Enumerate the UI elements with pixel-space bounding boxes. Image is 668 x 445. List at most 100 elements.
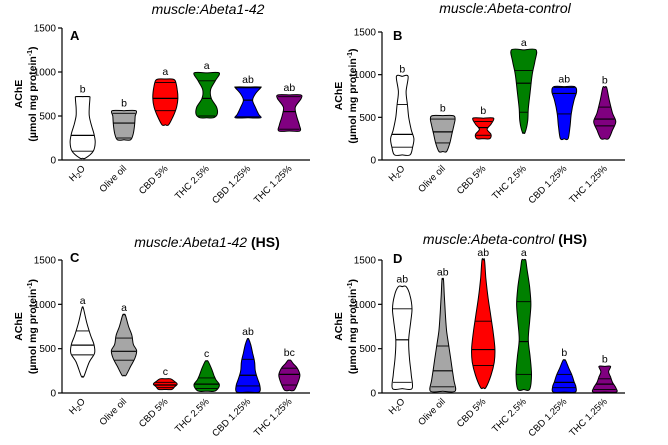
y-tick-label: 1000	[34, 68, 57, 79]
violin-shape	[278, 359, 301, 392]
violin-shape	[69, 306, 96, 378]
y-axis-units: (µmol mg protein-1)	[27, 46, 39, 141]
y-tick-label: 500	[39, 344, 56, 355]
x-tick-label-text: CBD 5%	[455, 163, 489, 197]
significance-letter: ab	[283, 82, 295, 94]
x-tick-label: CBD 1.25%	[210, 163, 253, 206]
y-tick-label: 0	[370, 156, 376, 167]
x-tick-label: Olive oil	[416, 163, 448, 195]
panel-A: muscle:Abeta1-42 A 0 500 1000 1500 AChE (µmol m…	[13, 1, 310, 206]
panel-D: muscle:Abeta-control (HS) D 0 500 1000 1500 AC…	[333, 231, 625, 439]
y-axis-units-sup: -1	[27, 50, 34, 56]
x-tick-label-sub: 2	[76, 172, 84, 180]
x-tick-label: CBD 5%	[455, 396, 489, 430]
violin-shape	[152, 78, 179, 126]
violin-group: c	[193, 348, 220, 392]
x-tick-label: CBD 5%	[137, 396, 171, 430]
y-axis-units: (µmol mg protein-1)	[347, 48, 359, 143]
violin-group: b	[110, 98, 138, 141]
significance-letter: b	[561, 347, 567, 359]
x-tick-label-sub: 2	[76, 405, 84, 413]
panel-title: muscle:Abeta1-42	[152, 1, 265, 17]
violin-shape	[391, 285, 414, 391]
violin-group: a	[110, 302, 138, 377]
y-axis-units-close: )	[27, 46, 39, 50]
significance-letter: ab	[558, 74, 570, 86]
violin-shape	[515, 258, 533, 392]
violin-group: b	[390, 63, 415, 156]
y-tick-label: 0	[50, 389, 56, 400]
x-tick-label-text: Olive oil	[416, 163, 448, 195]
violin-group: a	[69, 295, 96, 378]
y-axis-title: AChE	[333, 82, 345, 111]
violin-shape	[510, 48, 538, 134]
panel-C: muscle:Abeta1-42 (HS) C 0 500 1000 1500 AChE (µ…	[13, 234, 310, 439]
x-tick-label-text: Olive oil	[97, 163, 129, 195]
violin-shape	[429, 114, 456, 153]
x-tick-label: THC 1.25%	[567, 396, 610, 439]
violin-shape	[593, 86, 617, 140]
violin-shape	[235, 338, 261, 394]
x-tick-label-text: CBD 1.25%	[210, 163, 253, 206]
y-axis-units-sup: -1	[347, 282, 354, 288]
y-axis-title: AChE	[13, 312, 25, 341]
panel-B: muscle:Abeta-control B 0 500 1000 1500 AChE (µm…	[333, 0, 625, 206]
x-tick-label-sub: 2	[395, 172, 403, 180]
x-tick-label: Olive oil	[97, 163, 129, 195]
x-tick-label-text: CBD 5%	[137, 163, 171, 197]
y-axis-units-text: (µmol mg protein	[347, 289, 359, 374]
panel-title: muscle:Abeta-control	[439, 0, 571, 16]
violin-shape	[152, 378, 178, 391]
violin-group: ab	[235, 326, 261, 394]
significance-letter: ab	[437, 267, 449, 279]
y-tick-label: 1000	[354, 70, 377, 81]
panel-title-text: muscle:Abeta1-42	[134, 234, 247, 250]
violin-group: a	[510, 37, 538, 134]
significance-letter: ab	[242, 326, 254, 338]
significance-letter: b	[399, 63, 405, 75]
x-tick-label: CBD 5%	[455, 163, 489, 197]
y-axis-units-text: (µmol mg protein	[27, 56, 39, 141]
violin-shape	[276, 94, 303, 132]
x-tick-label-text: THC 2.5%	[490, 163, 529, 202]
y-tick-label: 0	[370, 389, 376, 400]
panel-label: A	[70, 28, 80, 43]
x-tick-label: THC 1.25%	[252, 163, 295, 206]
x-tick-label: H2O	[67, 163, 88, 184]
y-tick-label: 500	[359, 113, 376, 124]
x-tick-label: CBD 1.25%	[210, 396, 253, 439]
violin-group: ab	[276, 82, 303, 132]
panel-title-suffix: (HS)	[247, 234, 280, 250]
violin-shape	[110, 313, 138, 377]
y-axis-units-text: (µmol mg protein	[347, 58, 359, 143]
significance-letter: ab	[477, 247, 489, 259]
significance-letter: a	[121, 302, 127, 314]
x-tick-label: CBD 1.25%	[526, 396, 569, 439]
x-tick-label: THC 2.5%	[490, 396, 529, 435]
x-tick-label-text: Olive oil	[416, 396, 448, 428]
x-tick-label-sub: 2	[395, 405, 403, 413]
x-tick-label: Olive oil	[416, 396, 448, 428]
x-tick-label: THC 2.5%	[490, 163, 529, 202]
violin-shape	[551, 85, 578, 141]
violin-shape	[390, 74, 415, 156]
x-tick-label-text: THC 1.25%	[567, 396, 610, 439]
violin-group: b	[429, 103, 456, 153]
significance-letter: b	[602, 353, 608, 365]
significance-letter: bc	[284, 347, 295, 359]
violin-shape	[110, 109, 138, 141]
violin-group: a	[193, 60, 221, 119]
violin-group: ab	[391, 274, 414, 391]
significance-letter: ab	[396, 274, 408, 286]
significance-letter: a	[521, 37, 527, 49]
violin-group: bc	[278, 347, 301, 392]
x-tick-label-text: CBD 1.25%	[210, 396, 253, 439]
y-axis-units-text: (µmol mg protein	[27, 289, 39, 374]
x-tick-label: H2O	[387, 163, 408, 184]
y-axis-units-close: )	[347, 48, 359, 52]
y-axis-units-sup: -1	[347, 52, 354, 58]
significance-letter: b	[80, 84, 86, 96]
violin-shape	[234, 86, 262, 119]
x-tick-label-text: Olive oil	[97, 396, 129, 428]
y-tick-label: 0	[50, 156, 56, 167]
